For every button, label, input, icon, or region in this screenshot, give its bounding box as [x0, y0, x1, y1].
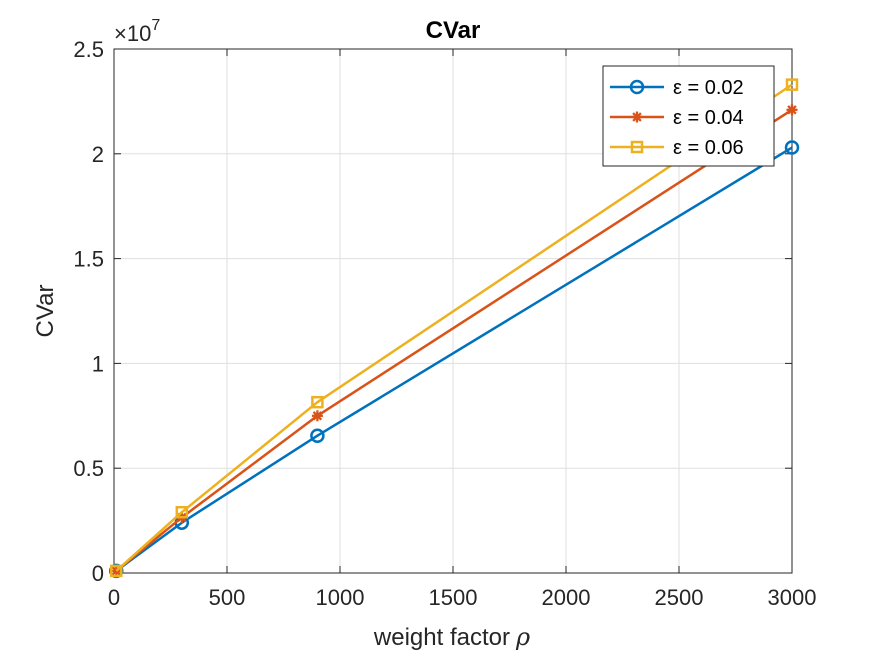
- data-point: [784, 140, 800, 155]
- legend-label: ε = 0.06: [673, 137, 744, 159]
- legend: ε = 0.02 ε = 0.04 ε = 0.06: [602, 65, 775, 167]
- x-tick-label: 3000: [768, 585, 817, 610]
- series-3: [110, 78, 799, 578]
- y-exponent-prefix: ×10: [114, 21, 151, 46]
- y-tick-label: 0: [92, 561, 104, 586]
- data-point: [785, 78, 799, 91]
- x-axis-label-text: weight factor: [373, 624, 510, 651]
- x-tick-label: 1000: [316, 585, 365, 610]
- legend-marker: [631, 111, 643, 123]
- x-tick-label: 500: [209, 585, 246, 610]
- data-point: [310, 428, 325, 443]
- legend-marker: [629, 79, 645, 95]
- x-axis-label: weight factor ρ: [373, 623, 530, 651]
- x-tick-label: 2000: [542, 585, 591, 610]
- x-tick-label: 0: [108, 585, 120, 610]
- y-tick-label: 2.5: [73, 37, 104, 62]
- y-tick-label: 1.5: [73, 247, 104, 272]
- legend-label: ε = 0.02: [673, 77, 744, 99]
- legend-item: ε = 0.04: [610, 107, 744, 129]
- series-line: [115, 83, 793, 572]
- data-point: [110, 564, 123, 578]
- y-tick-label: 0.5: [73, 456, 104, 481]
- x-tick-label: 2500: [655, 585, 704, 610]
- series-line: [115, 146, 793, 572]
- y-tick-label: 2: [92, 142, 104, 167]
- data-point: [175, 505, 189, 519]
- y-tick-label: 1: [92, 351, 104, 376]
- ticks: 0 500 1000 1500 2000 2500 3000 0 0.5 1 1.5 2 2.5: [73, 37, 816, 610]
- series-line: [115, 108, 793, 572]
- data-point: [786, 104, 798, 116]
- x-tick-label: 1500: [429, 585, 478, 610]
- y-exponent-power: 7: [151, 17, 160, 34]
- legend-marker: [630, 140, 644, 154]
- series-layer: [109, 78, 800, 579]
- legend-label: ε = 0.04: [673, 107, 744, 129]
- legend-item: ε = 0.02: [610, 77, 744, 99]
- data-point: [311, 395, 324, 409]
- data-point: [311, 410, 323, 422]
- y-axis-label: CVar: [32, 285, 59, 338]
- x-axis-label-symbol: ρ: [515, 623, 530, 651]
- chart-title: CVar: [426, 17, 481, 44]
- legend-item: ε = 0.06: [610, 137, 744, 159]
- y-exponent: ×107: [114, 17, 160, 46]
